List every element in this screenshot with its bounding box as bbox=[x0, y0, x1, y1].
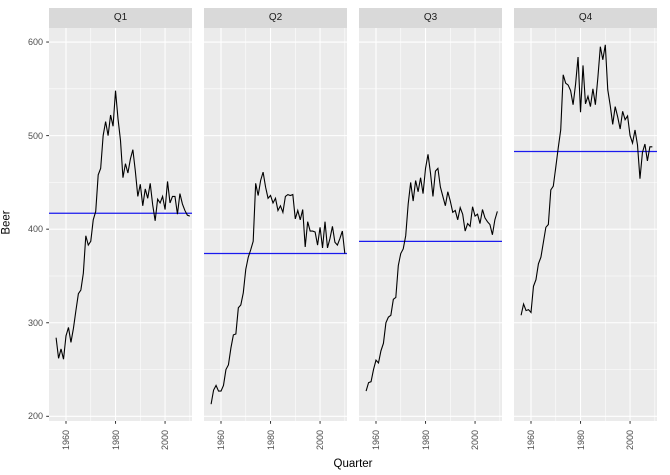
x-tick-label: 1960 bbox=[61, 429, 71, 451]
y-tick-label: 300 bbox=[27, 317, 43, 328]
x-tick-label: 1980 bbox=[420, 429, 431, 451]
y-tick-label: 200 bbox=[27, 411, 43, 422]
facet-strip-label: Q2 bbox=[268, 12, 283, 23]
facet-strip bbox=[514, 8, 657, 28]
x-tick-label: 2000 bbox=[315, 429, 326, 451]
series-line bbox=[520, 44, 653, 316]
x-tick-label: 2000 bbox=[625, 429, 636, 451]
x-tick-label: 1980 bbox=[575, 429, 586, 451]
series-line bbox=[210, 171, 346, 405]
facet-panel bbox=[514, 8, 657, 424]
facet-panel bbox=[49, 8, 192, 424]
x-tick-label: 1980 bbox=[110, 429, 121, 451]
panel-background bbox=[49, 28, 192, 421]
facet-strip bbox=[359, 8, 502, 28]
y-tick-label: 500 bbox=[27, 130, 43, 141]
x-tick-label: 1960 bbox=[216, 429, 226, 451]
panel-background bbox=[359, 28, 502, 421]
facet-panel bbox=[359, 8, 502, 424]
facet-strip bbox=[49, 8, 192, 28]
x-tick-label: 1960 bbox=[526, 429, 536, 451]
y-tick-label: 600 bbox=[27, 37, 43, 48]
y-axis-title: Beer bbox=[0, 210, 13, 235]
x-tick-label: 2000 bbox=[470, 429, 481, 451]
facet-panel bbox=[204, 8, 347, 424]
x-tick-label: 1960 bbox=[371, 429, 381, 451]
x-axis-title: Quarter bbox=[333, 458, 373, 470]
panel-background bbox=[204, 28, 347, 421]
y-tick-label: 400 bbox=[27, 224, 43, 235]
facet-strip-label: Q1 bbox=[113, 12, 128, 23]
x-tick-label: 2000 bbox=[160, 429, 171, 451]
series-line bbox=[365, 154, 498, 392]
x-tick-label: 1980 bbox=[265, 429, 276, 451]
panel-background bbox=[514, 28, 657, 421]
series-line bbox=[55, 90, 191, 360]
facet-strip-label: Q3 bbox=[423, 12, 438, 23]
facet-strip bbox=[204, 8, 347, 28]
facet-strip-label: Q4 bbox=[578, 12, 593, 23]
